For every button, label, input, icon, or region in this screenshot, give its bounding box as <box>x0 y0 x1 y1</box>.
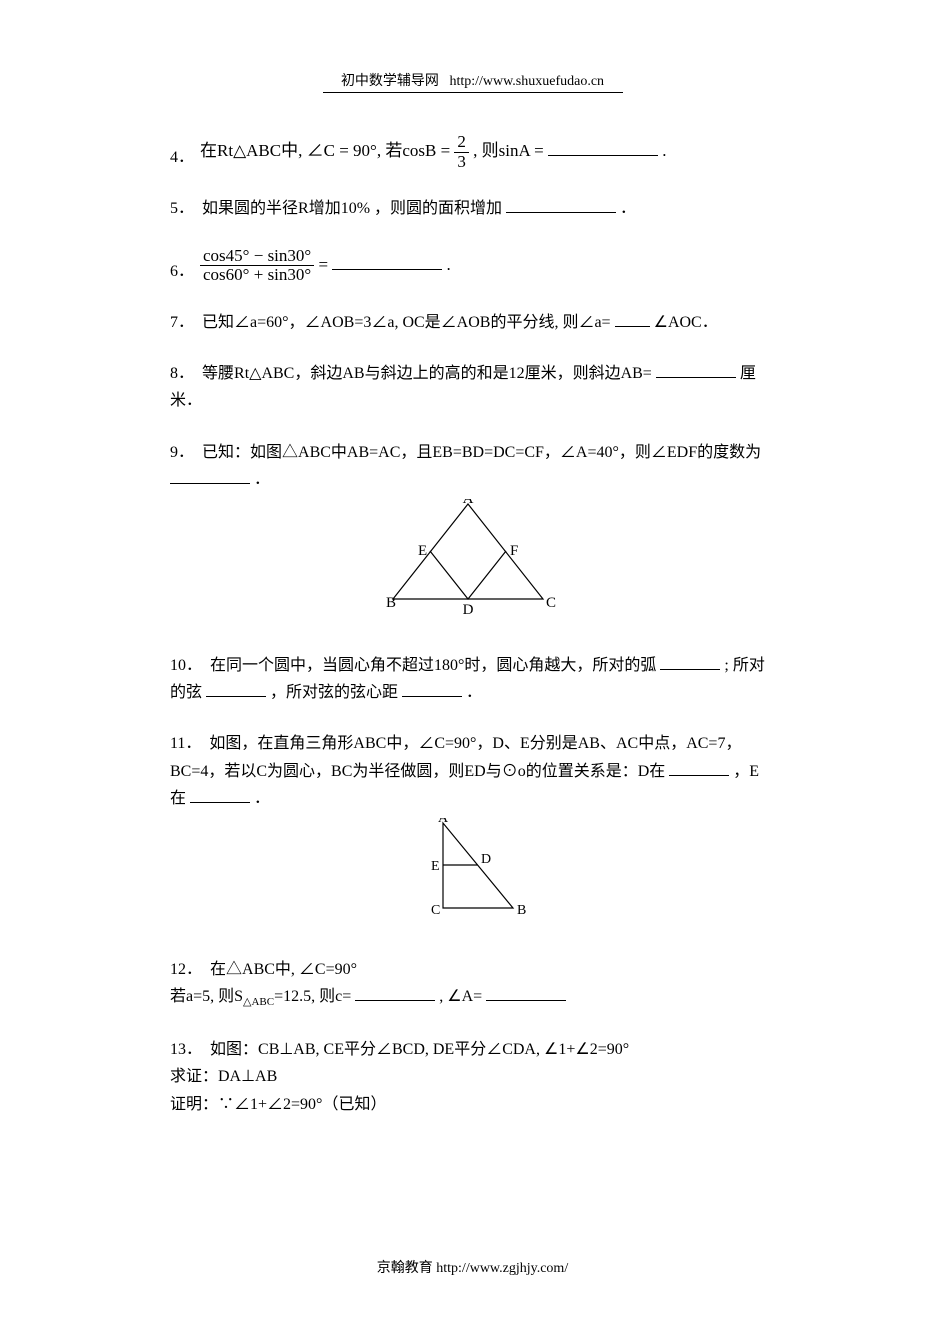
question-7: 7． 已知∠a=60°，∠AOB=3∠a, OC是∠AOB的平分线, 则∠a= … <box>170 309 775 336</box>
svg-text:D: D <box>481 852 491 867</box>
q12-line1: 在△ABC中, ∠C=90° <box>210 961 357 978</box>
q11-blank-1 <box>669 759 729 776</box>
q12-blank-1 <box>355 984 435 1001</box>
question-11: 11． 如图，在直角三角形ABC中，∠C=90°，D、E分别是AB、AC中点，A… <box>170 730 775 932</box>
q12-number: 12． <box>170 961 202 978</box>
q6-fraction: cos45° − sin30° cos60° + sin30° <box>200 247 314 285</box>
question-10: 10． 在同一个圆中，当圆心角不超过180°时，圆心角越大，所对的弧 ; 所对的… <box>170 652 775 706</box>
page-footer: 京翰教育 http://www.zgjhjy.com/ <box>0 1257 945 1277</box>
q11-number: 11． <box>170 735 201 752</box>
q10-blank-1 <box>660 653 720 670</box>
svg-text:A: A <box>462 499 473 507</box>
svg-text:E: E <box>418 543 427 559</box>
q7-blank <box>615 310 650 327</box>
footer-url: http://www.zgjhjy.com/ <box>436 1261 568 1276</box>
q4-text: 在Rt△ABC中, ∠C = 90°, 若cosB = 2 3 , 则sinA … <box>200 133 666 171</box>
q9-figure: A B C D E F <box>170 499 775 628</box>
q6-number: 6． <box>170 258 194 285</box>
page-root: 初中数学辅导网 http://www.shuxuefudao.cn 4． 在Rt… <box>0 0 945 1337</box>
q12-line2: 若a=5, 则S△ABC=12.5, 则c= , ∠A= <box>170 983 775 1012</box>
question-9: 9． 已知：如图△ABC中AB=AC，且EB=BD=DC=CF，∠A=40°，则… <box>170 439 775 629</box>
page-header: 初中数学辅导网 http://www.shuxuefudao.cn <box>323 70 623 93</box>
q4-blank <box>548 138 658 156</box>
q4-number: 4． <box>170 144 194 171</box>
header-site-name: 初中数学辅导网 <box>341 74 439 89</box>
svg-text:B: B <box>386 595 396 611</box>
q11-text-a: 如图，在直角三角形ABC中，∠C=90°，D、E分别是AB、AC中点，AC=7，… <box>170 735 741 779</box>
q7-number: 7． <box>170 314 194 331</box>
svg-text:A: A <box>437 818 448 826</box>
svg-text:C: C <box>546 595 556 611</box>
q11-triangle-svg: A B C E D <box>403 818 543 923</box>
svg-text:C: C <box>431 903 440 918</box>
q9-triangle-svg: A B C D E F <box>378 499 568 619</box>
q4-fraction: 2 3 <box>454 133 469 171</box>
q8-text: 等腰Rt△ABC，斜边AB与斜边上的高的和是12厘米，则斜边AB= <box>202 365 652 382</box>
footer-site-name: 京翰教育 <box>377 1261 433 1276</box>
header-url: http://www.shuxuefudao.cn <box>449 74 604 89</box>
q8-blank <box>656 361 736 378</box>
q11-figure: A B C E D <box>170 818 775 932</box>
q12-blank-2 <box>486 984 566 1001</box>
q5-text: 如果圆的半径R增加10% ，则圆的面积增加 <box>202 200 502 217</box>
q10-blank-3 <box>402 680 462 697</box>
q13-line2: 求证：DA⊥AB <box>170 1063 775 1090</box>
svg-text:E: E <box>431 859 440 874</box>
q13-line3: 证明：∵∠1+∠2=90°（已知） <box>170 1091 775 1118</box>
q11-blank-2 <box>190 786 250 803</box>
svg-text:F: F <box>510 543 518 559</box>
q9-blank <box>170 467 250 484</box>
q10-text-a: 在同一个圆中，当圆心角不超过180°时，圆心角越大，所对的弧 <box>210 657 656 674</box>
q13-line1: 如图：CB⊥AB, CE平分∠BCD, DE平分∠CDA, ∠1+∠2=90° <box>210 1041 629 1058</box>
q9-text: 已知：如图△ABC中AB=AC，且EB=BD=DC=CF，∠A=40°，则∠ED… <box>202 444 761 461</box>
q7-text-a: 已知∠a=60°，∠AOB=3∠a, OC是∠AOB的平分线, 则∠a= <box>202 314 611 331</box>
question-5: 5． 如果圆的半径R增加10% ，则圆的面积增加 ． <box>170 195 775 222</box>
q6-blank <box>332 252 442 270</box>
question-13: 13． 如图：CB⊥AB, CE平分∠BCD, DE平分∠CDA, ∠1+∠2=… <box>170 1036 775 1118</box>
q5-number: 5． <box>170 200 194 217</box>
q8-number: 8． <box>170 365 194 382</box>
question-8: 8． 等腰Rt△ABC，斜边AB与斜边上的高的和是12厘米，则斜边AB= 厘米． <box>170 360 775 414</box>
q7-text-b: ∠AOC． <box>654 314 718 331</box>
question-12: 12． 在△ABC中, ∠C=90° 若a=5, 则S△ABC=12.5, 则c… <box>170 956 775 1012</box>
q13-number: 13． <box>170 1041 202 1058</box>
question-4: 4． 在Rt△ABC中, ∠C = 90°, 若cosB = 2 3 , 则si… <box>170 133 775 171</box>
q10-blank-2 <box>206 680 266 697</box>
q10-text-c: ，所对弦的弦心距 <box>270 684 398 701</box>
svg-text:B: B <box>517 903 526 918</box>
question-6: 6． cos45° − sin30° cos60° + sin30° = . <box>170 247 775 285</box>
q6-expr: cos45° − sin30° cos60° + sin30° = . <box>200 247 451 285</box>
svg-text:D: D <box>462 602 473 618</box>
q10-number: 10． <box>170 657 202 674</box>
q9-number: 9． <box>170 444 194 461</box>
q5-blank <box>506 196 616 213</box>
